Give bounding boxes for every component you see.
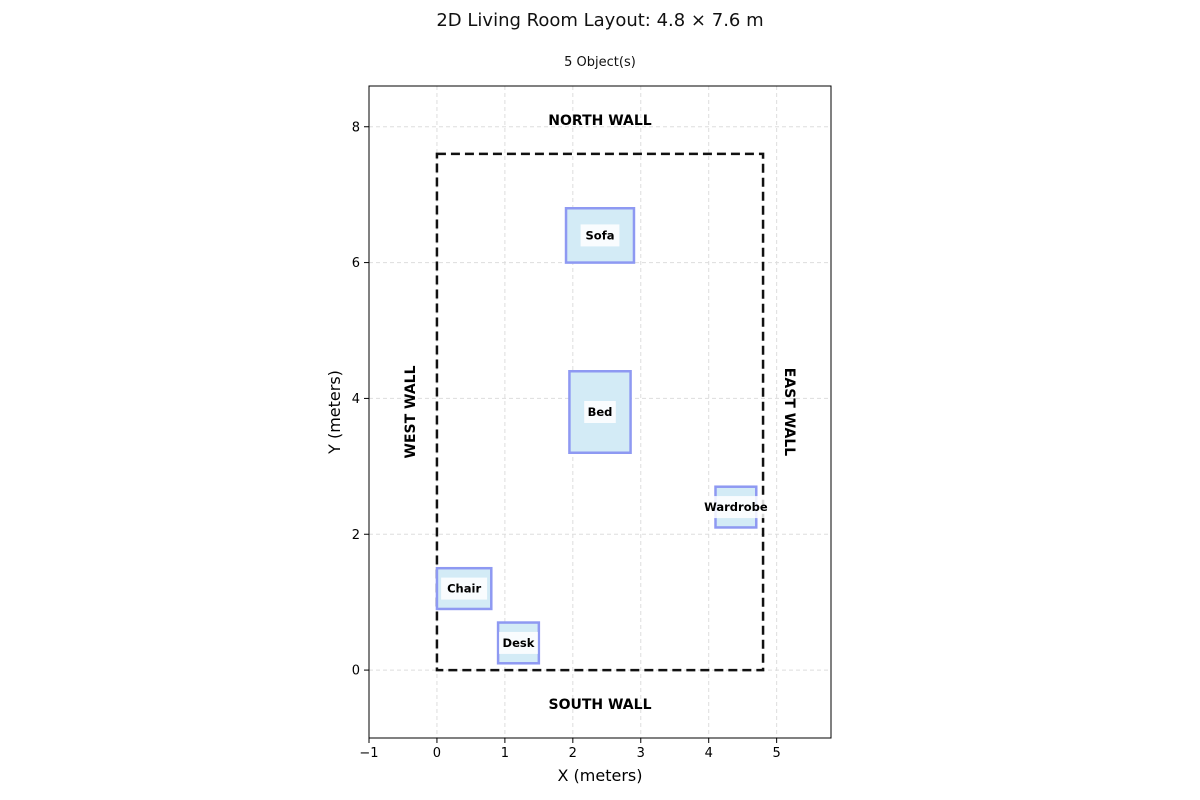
y-axis-label: Y (meters) (325, 370, 344, 455)
objects: Sofa Bed Wardrobe Chair Desk (435, 207, 770, 665)
chart-subtitle: 5 Object(s) (564, 55, 636, 70)
y-tick-label: 8 (352, 120, 360, 135)
object-desk: Desk (496, 621, 541, 665)
sofa-label: Sofa (586, 228, 615, 242)
x-tick-label: 0 (433, 746, 441, 761)
sofa-label-bg (580, 224, 620, 247)
x-tick-label: 4 (705, 746, 713, 761)
y-tick-label: 6 (352, 256, 360, 271)
x-tick-label: −1 (359, 746, 378, 761)
x-tick-label: 5 (773, 746, 781, 761)
chair-label: Chair (447, 582, 481, 596)
west-wall-label: WEST WALL (403, 365, 419, 458)
x-axis-label: X (meters) (558, 766, 643, 785)
object-chair: Chair (435, 566, 493, 611)
east-wall-label: EAST WALL (781, 368, 797, 456)
wardrobe-label: Wardrobe (704, 500, 768, 514)
chair-label-bg (441, 577, 488, 600)
x-tick-label: 2 (569, 746, 577, 761)
y-tick-label: 0 (352, 664, 360, 679)
y-tick-label: 2 (352, 528, 360, 543)
north-wall-label: NORTH WALL (548, 113, 651, 129)
wardrobe-label-bg (702, 496, 770, 519)
south-wall-label: SOUTH WALL (549, 697, 652, 713)
chart-title: 2D Living Room Layout: 4.8 × 7.6 m (436, 10, 764, 31)
bed-label-bg (584, 401, 616, 423)
sofa-rect (564, 207, 636, 264)
desk-label-bg (499, 631, 538, 654)
object-wardrobe: Wardrobe (702, 485, 770, 529)
x-tick-label: 3 (637, 746, 645, 761)
bed-label: Bed (588, 405, 613, 419)
y-tick-label: 4 (352, 392, 360, 407)
x-axis-ticks: −1 0 1 2 3 4 5 (359, 738, 781, 761)
desk-label: Desk (503, 636, 535, 650)
y-axis-ticks: 0 2 4 6 8 (352, 120, 369, 679)
object-sofa: Sofa (564, 207, 636, 264)
object-bed: Bed (568, 370, 632, 454)
axes-frame (368, 85, 832, 739)
x-tick-label: 1 (501, 746, 509, 761)
